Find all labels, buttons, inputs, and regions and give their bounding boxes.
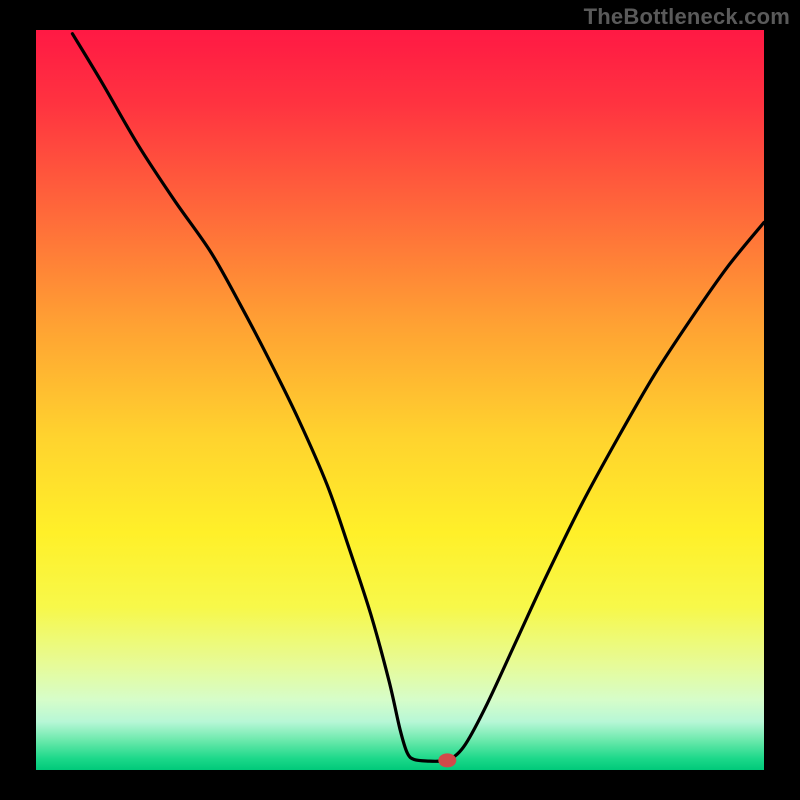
plot-background: [36, 30, 764, 770]
watermark-text: TheBottleneck.com: [584, 4, 790, 30]
optimal-point-marker: [438, 753, 456, 767]
bottleneck-curve-chart: [0, 0, 800, 800]
chart-container: { "watermark": { "text": "TheBottleneck.…: [0, 0, 800, 800]
